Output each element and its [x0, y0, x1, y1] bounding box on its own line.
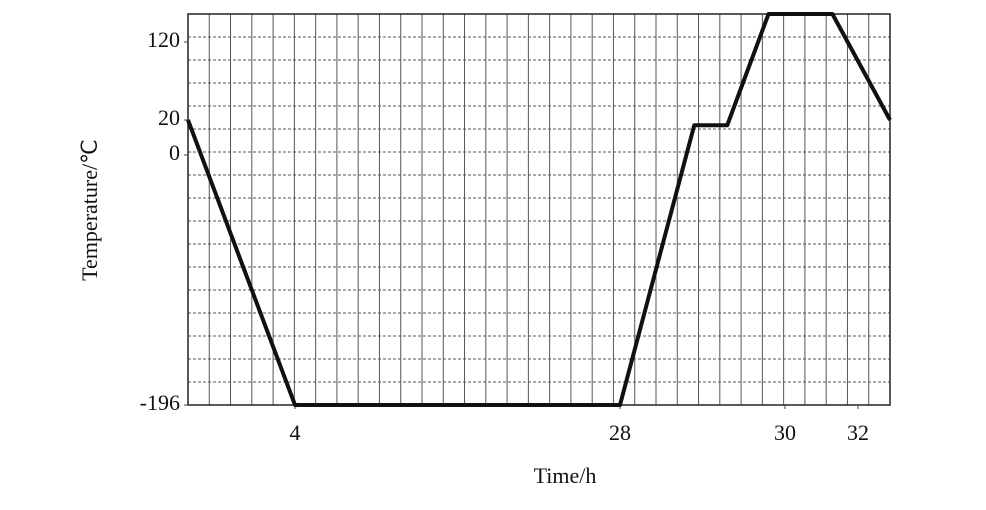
y-axis-label: Temperature/℃ — [77, 139, 102, 281]
x-tick-label: 28 — [609, 420, 631, 445]
y-tick-label: 0 — [169, 140, 180, 165]
x-axis-label: Time/h — [534, 463, 597, 488]
y-tick-label: 20 — [158, 105, 180, 130]
x-tick-label: 4 — [290, 420, 301, 445]
plot-frame — [187, 13, 891, 406]
data-line — [186, 12, 892, 407]
y-tick-label: -196 — [140, 390, 180, 415]
x-tick-label: 30 — [774, 420, 796, 445]
x-tick-label: 32 — [847, 420, 869, 445]
y-tick-label: 120 — [147, 27, 180, 52]
